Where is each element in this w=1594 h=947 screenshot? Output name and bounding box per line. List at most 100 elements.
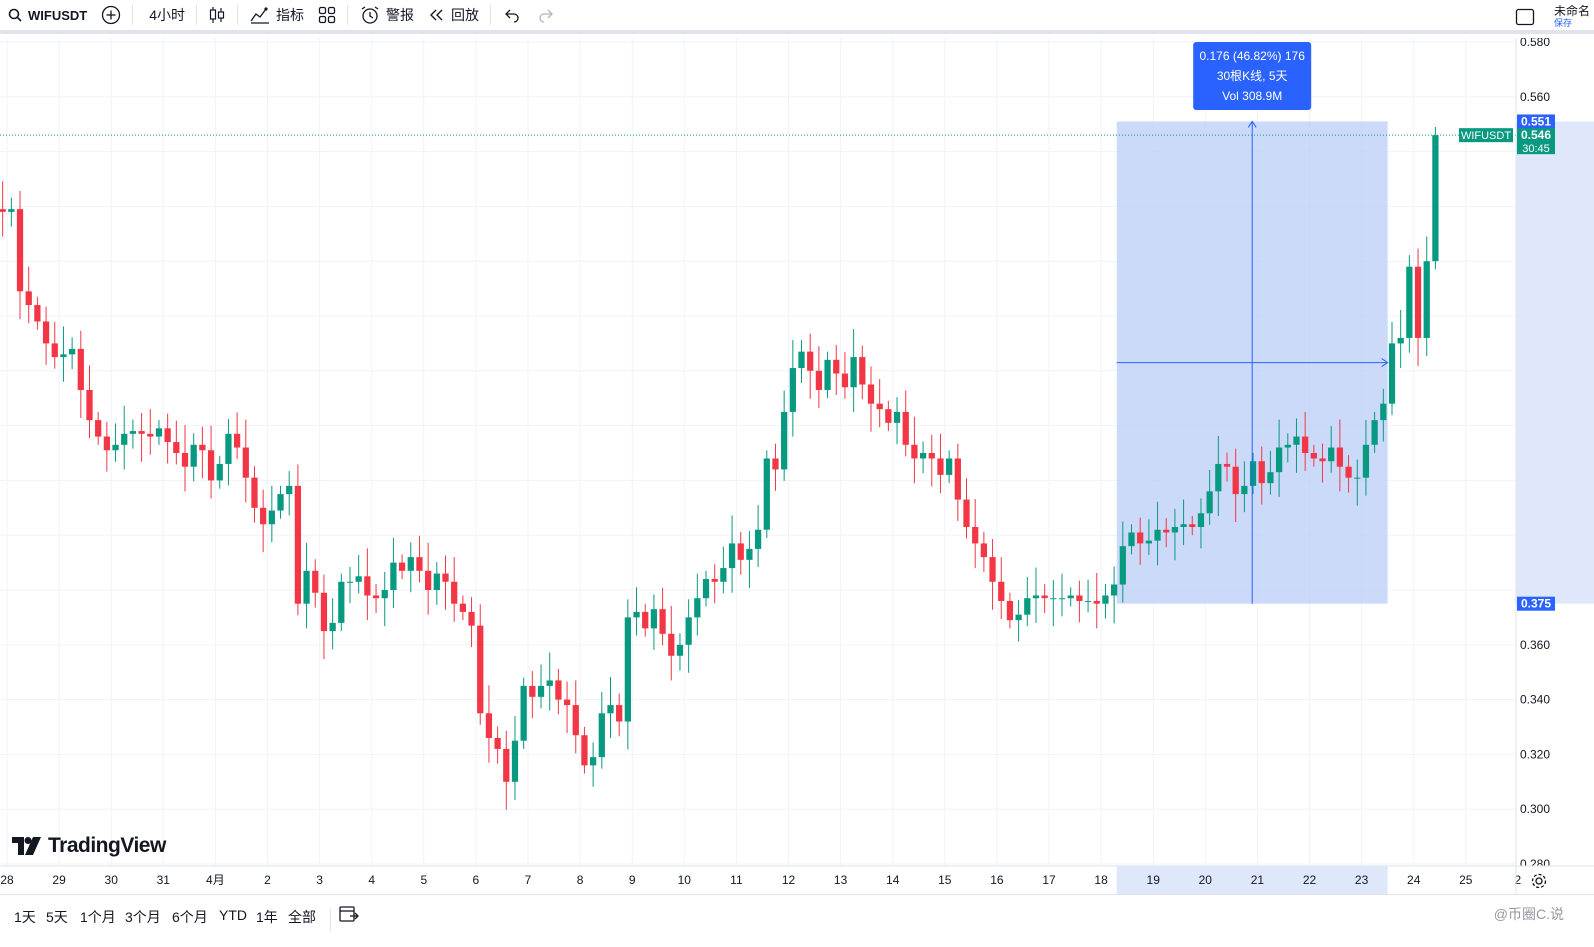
range-button-7[interactable]: 全部 [288,909,316,925]
candle [937,433,944,494]
range-button-1[interactable]: 5天 [46,909,68,925]
range-button-4[interactable]: 6个月 [172,909,208,925]
undo-button[interactable] [495,0,529,32]
candle [859,345,866,400]
candle-body [1241,485,1248,495]
candle [68,337,76,370]
range-button-3[interactable]: 3个月 [125,909,161,925]
interval-button[interactable]: 4小时 [137,0,192,32]
rewind-icon [430,9,443,21]
candle-body [902,411,909,445]
symbol-search-button[interactable]: WIFUSDT [0,0,94,32]
candle [563,681,571,734]
price-tick-label: 0.340 [1520,693,1550,707]
candle-body [642,611,649,629]
range-button-5[interactable]: YTD [219,907,247,923]
time-tick-label: 10 [678,873,692,887]
candle-body [0,209,6,212]
candle-body [754,529,762,549]
separator [132,5,134,25]
candle-body [520,685,527,741]
candle [763,450,770,538]
candle [25,266,32,324]
search-icon [8,8,22,22]
candle [477,604,484,725]
candle [1328,426,1335,473]
candle [147,409,154,455]
candle [372,583,380,614]
candle [277,485,284,519]
candle [954,443,961,521]
candle [1423,236,1430,357]
candle-body [598,713,605,758]
candle-body [616,705,623,722]
candle [294,464,302,616]
candle-body [1024,598,1031,615]
candle-body [1163,529,1170,533]
range-button-6[interactable]: 1年 [256,909,278,925]
measure-info-box [1193,42,1312,110]
price-chart[interactable]: 0.176 (46.82%) 176 30根K线, 5天 Vol 308.9M 0.… [0,38,1594,894]
candle-body [772,458,779,470]
redo-button[interactable] [529,0,563,32]
candle [572,680,579,754]
price-axis[interactable]: 0.5800.5600.5400.5200.5000.4800.4600.440… [1459,38,1594,871]
candle [598,691,605,769]
calendar-range-icon [339,906,359,922]
fullscreen-button[interactable] [1508,0,1542,34]
alert-button[interactable]: 警报 [352,0,421,32]
top-toolbar: WIFUSDT 4小时 指标 警报 回放 未命名 保存 [0,0,1594,34]
candle-body [129,431,137,434]
candle-body [546,680,553,686]
candle-body [980,543,988,558]
candle-body [998,581,1005,601]
time-tick-label: 31 [157,873,171,887]
range-button-0[interactable]: 1天 [14,909,36,925]
candle [416,535,423,583]
indicators-button[interactable]: 指标 [242,0,311,32]
candle [1293,418,1300,473]
candle [1145,519,1152,555]
indicators-icon [250,7,270,24]
price-tick-label: 0.560 [1520,90,1550,104]
candle-body [1119,546,1126,585]
time-axis[interactable]: 28 29 30 31 4月 2 3 4 5 6 7 8 9 10 11 12 13 14 15 16 17 18 19 20… [0,38,1594,894]
layout-name[interactable]: 未命名 保存 [1554,5,1594,29]
candle-body [416,557,423,571]
replay-button[interactable]: 回放 [421,0,486,32]
price-label-last-bg [1517,128,1555,155]
candle-body [312,570,319,593]
candle [659,587,666,646]
candle-body [893,411,901,423]
candle [1032,567,1040,623]
candle-body [607,705,614,714]
chart-type-button[interactable] [201,0,233,32]
candle [902,390,909,457]
candle-body [676,644,684,656]
candle [121,405,128,470]
candle [1336,419,1344,492]
time-tick-label: 7 [525,873,532,887]
interval-label: 4小时 [149,7,186,23]
settings-gear-icon[interactable] [1530,872,1548,890]
candle [624,599,631,750]
range-button-2[interactable]: 1个月 [80,909,116,925]
candle-body [1267,472,1274,484]
date-range-button[interactable] [338,904,360,929]
candle-body [815,370,823,390]
candle-body [1362,444,1370,478]
compare-symbol-button[interactable] [94,0,128,32]
candle [173,420,180,465]
layouts-button[interactable] [311,0,343,32]
candle [1180,499,1187,546]
time-tick-label: 8 [577,873,584,887]
time-tick-label: 11 [730,873,743,887]
save-label[interactable]: 保存 [1554,18,1573,28]
candle [511,716,519,800]
candle [676,633,684,671]
candle-body [199,444,206,451]
candle-body [34,305,41,322]
candle-body [841,373,849,388]
candle-body [68,348,76,355]
time-tick-label: 19 [1147,873,1161,887]
